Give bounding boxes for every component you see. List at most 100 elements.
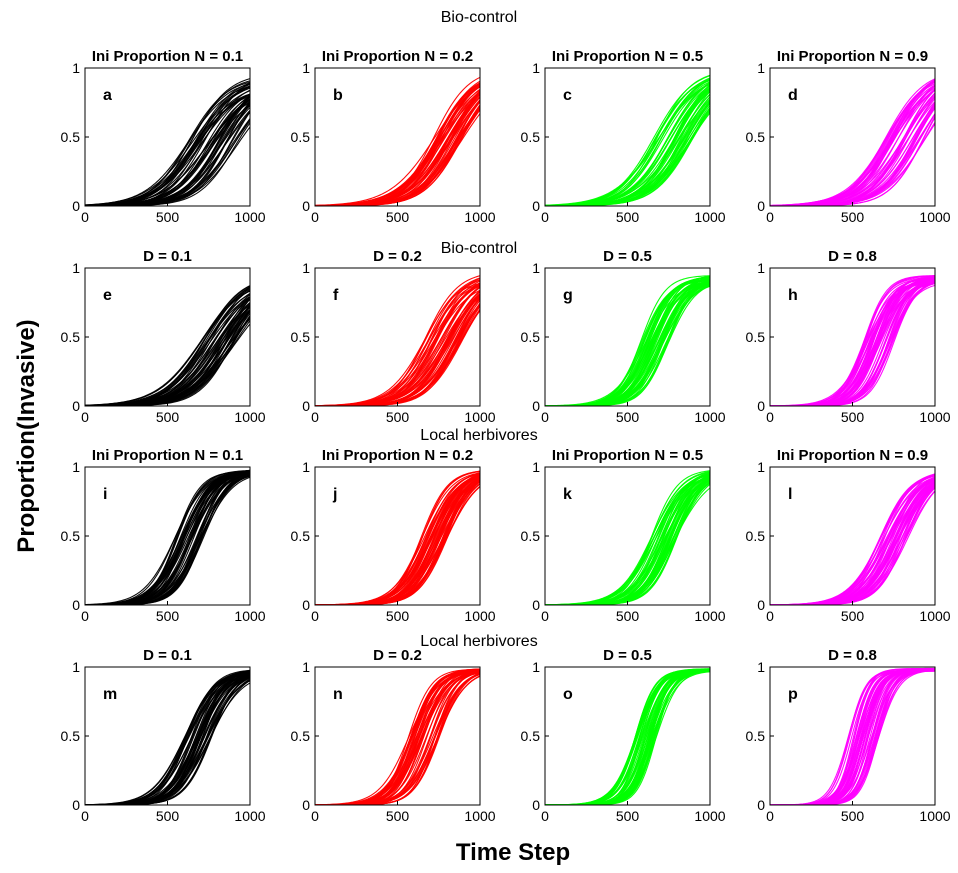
y-tick-label-p-1: 0.5 <box>746 728 766 744</box>
panel-grid: Ini Proportion N = 0.10 500 100000.51aIni … <box>61 48 951 824</box>
panel-title-k: Ini Proportion N = 0.5 <box>552 447 703 464</box>
y-tick-label-b-1: 0.5 <box>291 129 311 145</box>
x-tick-label-m-0: 0 <box>81 808 89 824</box>
panel-title-n: D = 0.2 <box>373 647 422 664</box>
x-tick-label-o-1: 500 <box>616 808 640 824</box>
x-tick-label-e-2: 1000 <box>234 409 265 425</box>
y-tick-label-e-0: 0 <box>72 398 80 414</box>
panel-j: Ini Proportion N = 0.2 0 500 1000 0 0.5 1 j <box>291 447 496 624</box>
x-tick-label-d-1: 500 <box>841 209 865 225</box>
panel-letter-h: h <box>788 287 798 304</box>
x-tick-label-o-2: 1000 <box>694 808 725 824</box>
y-tick-label-h-2: 1 <box>757 260 765 276</box>
panel-letter-c: c <box>563 87 572 104</box>
y-tick-label-g-1: 0.5 <box>521 329 541 345</box>
y-tick-label-d-2: 1 <box>757 60 765 76</box>
panel-letter-j: j <box>332 486 337 503</box>
y-tick-label-l-1: 0.5 <box>746 528 766 544</box>
y-tick-label-l-0: 0 <box>757 597 765 613</box>
panel-letter-o: o <box>563 686 573 703</box>
series-line-e-49 <box>85 303 250 406</box>
x-tick-label-i-0: 0 <box>81 608 89 624</box>
x-tick-label-g-1: 500 <box>616 409 640 425</box>
panel-letter-i: i <box>103 486 107 503</box>
panel-title-p: D = 0.8 <box>828 647 877 664</box>
y-tick-label-o-0: 0 <box>532 797 540 813</box>
series-line-c-33 <box>545 82 710 206</box>
panel-a: Ini Proportion N = 0.1 0 500 1000 0 0.5 1 a <box>61 48 266 225</box>
panel-title-j: Ini Proportion N = 0.2 <box>322 447 473 464</box>
x-tick-label-d-2: 1000 <box>919 209 950 225</box>
x-tick-label-f-1: 500 <box>386 409 410 425</box>
x-tick-label-c-0: 0 <box>541 209 549 225</box>
y-tick-label-n-2: 1 <box>302 659 310 675</box>
series-line-a-48 <box>85 104 250 206</box>
x-tick-label-m-2: 1000 <box>234 808 265 824</box>
y-tick-label-a-0: 0 <box>72 198 80 214</box>
x-tick-label-h-1: 500 <box>841 409 865 425</box>
panel-letter-g: g <box>563 287 573 304</box>
y-tick-label-m-1: 0.5 <box>61 728 81 744</box>
x-tick-label-j-2: 1000 <box>464 608 495 624</box>
series-line-d-49 <box>770 84 935 206</box>
panel-letter-e: e <box>103 287 112 304</box>
y-tick-label-i-0: 0 <box>72 597 80 613</box>
panel-title-o: D = 0.5 <box>603 647 652 664</box>
y-tick-label-m-2: 1 <box>72 659 80 675</box>
y-tick-label-b-2: 1 <box>302 60 310 76</box>
y-tick-label-j-1: 0.5 <box>291 528 311 544</box>
panel-m: D = 0.1 0 500 1000 0 0.5 1 m <box>61 647 266 824</box>
x-tick-label-g-0: 0 <box>541 409 549 425</box>
x-tick-label-e-1: 500 <box>156 409 180 425</box>
y-tick-label-j-0: 0 <box>302 597 310 613</box>
curves-d <box>770 78 935 206</box>
x-tick-label-i-2: 1000 <box>234 608 265 624</box>
x-tick-label-o-0: 0 <box>541 808 549 824</box>
x-tick-label-h-2: 1000 <box>919 409 950 425</box>
panel-b: Ini Proportion N = 0.2 0 500 1000 0 0.5 1 b <box>291 48 496 225</box>
x-tick-label-a-2: 1000 <box>234 209 265 225</box>
y-tick-label-d-1: 0.5 <box>746 129 766 145</box>
y-axis-label: Proportion(Invasive) <box>13 319 40 552</box>
row-title-local-herbivores-2: Local herbivores <box>420 633 537 650</box>
y-tick-label-c-1: 0.5 <box>521 129 541 145</box>
panel-g: D = 0.5 0 500 1000 0 0.5 1 g <box>521 248 726 425</box>
y-tick-label-c-2: 1 <box>532 60 540 76</box>
x-tick-label-n-1: 500 <box>386 808 410 824</box>
x-tick-label-f-2: 1000 <box>464 409 495 425</box>
panel-title-f: D = 0.2 <box>373 248 422 265</box>
x-tick-label-g-2: 1000 <box>694 409 725 425</box>
y-tick-label-f-2: 1 <box>302 260 310 276</box>
x-tick-label-a-0: 0 <box>81 209 89 225</box>
panel-letter-f: f <box>333 287 339 304</box>
series-line-c-49 <box>545 102 710 206</box>
x-tick-label-k-1: 500 <box>616 608 640 624</box>
y-tick-label-j-2: 1 <box>302 459 310 475</box>
panel-letter-n: n <box>333 686 343 703</box>
y-tick-label-a-1: 0.5 <box>61 129 81 145</box>
x-tick-label-p-2: 1000 <box>919 808 950 824</box>
y-tick-label-k-0: 0 <box>532 597 540 613</box>
series-line-g-49 <box>545 276 710 406</box>
series-line-m-47 <box>85 671 250 805</box>
panel-title-a: Ini Proportion N = 0.1 <box>92 48 243 65</box>
panel-k: Ini Proportion N = 0.5 0 500 1000 0 0.5 1 k <box>521 447 726 624</box>
panel-title-m: D = 0.1 <box>143 647 192 664</box>
panel-title-e: D = 0.1 <box>143 248 192 265</box>
y-tick-label-d-0: 0 <box>757 198 765 214</box>
x-tick-label-k-0: 0 <box>541 608 549 624</box>
x-tick-label-p-0: 0 <box>766 808 774 824</box>
panel-letter-p: p <box>788 686 798 703</box>
panel-i: Ini Proportion N = 0.1 0 500 1000 0 0.5 1 i <box>61 447 266 624</box>
y-tick-label-a-2: 1 <box>72 60 80 76</box>
x-tick-label-c-2: 1000 <box>694 209 725 225</box>
panel-title-l: Ini Proportion N = 0.9 <box>777 447 928 464</box>
x-tick-label-i-1: 500 <box>156 608 180 624</box>
x-tick-label-b-0: 0 <box>311 209 319 225</box>
panel-e: D = 0.1 0 500 1000 0 0.5 1 e <box>61 248 266 425</box>
x-tick-label-h-0: 0 <box>766 409 774 425</box>
x-tick-label-b-2: 1000 <box>464 209 495 225</box>
y-tick-label-b-0: 0 <box>302 198 310 214</box>
panel-title-i: Ini Proportion N = 0.1 <box>92 447 243 464</box>
x-tick-label-d-0: 0 <box>766 209 774 225</box>
